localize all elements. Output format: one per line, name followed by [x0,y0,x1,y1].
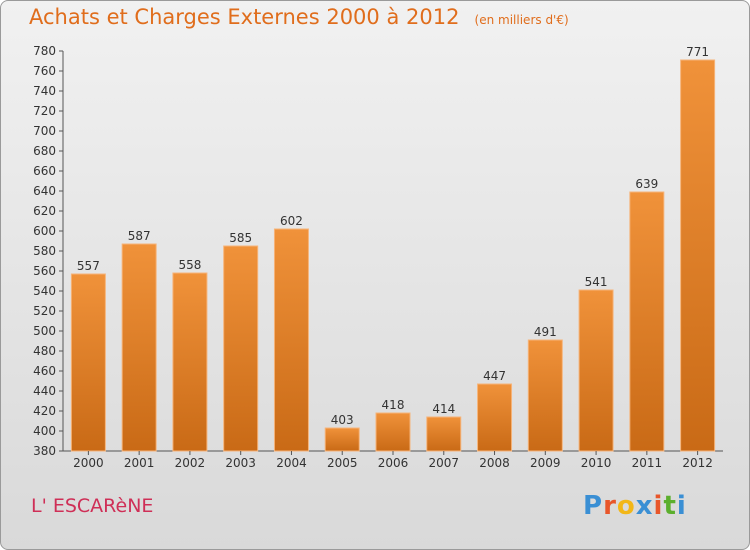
bar [680,59,716,452]
data-label: 557 [77,259,100,273]
title-row: Achats et Charges Externes 2000 à 2012 (… [29,5,569,29]
x-tick-label: 2004 [276,456,307,470]
y-tick-label: 700 [33,124,56,138]
bar [629,191,665,452]
data-label: 558 [178,258,201,272]
x-tick-label: 2009 [530,456,561,470]
bar [223,245,259,452]
bar [527,339,563,452]
x-tick-label: 2002 [175,456,206,470]
y-tick-label: 740 [33,84,56,98]
x-tick-label: 2001 [124,456,155,470]
x-tick-label: 2000 [73,456,104,470]
y-tick-label: 680 [33,144,56,158]
x-tick-label: 2011 [632,456,663,470]
bar [121,243,157,452]
data-label: 414 [432,402,455,416]
data-label: 418 [382,398,405,412]
y-tick-label: 760 [33,64,56,78]
y-tick-label: 480 [33,344,56,358]
data-label: 639 [635,177,658,191]
data-label: 447 [483,369,506,383]
data-label: 587 [128,229,151,243]
proxiti-logo[interactable]: Proxiti [583,491,687,521]
y-tick-label: 660 [33,164,56,178]
x-tick-label: 2012 [682,456,713,470]
logo-letter: r [603,491,617,521]
commune-name: L' ESCARèNE [31,495,154,517]
x-tick-label: 2003 [225,456,256,470]
y-tick-label: 780 [33,44,56,58]
logo-letter: i [676,491,687,521]
y-tick-label: 560 [33,264,56,278]
data-label: 491 [534,325,557,339]
bar [324,427,360,452]
logo-letter: t [663,491,677,521]
x-tick-label: 2005 [327,456,358,470]
x-tick-label: 2006 [378,456,409,470]
data-label: 585 [229,231,252,245]
data-label: 541 [585,275,608,289]
data-label: 771 [686,45,709,59]
y-tick-label: 580 [33,244,56,258]
bar [578,289,614,452]
y-tick-label: 460 [33,364,56,378]
y-tick-label: 400 [33,424,56,438]
x-tick-label: 2008 [479,456,510,470]
y-tick-label: 720 [33,104,56,118]
y-tick-label: 540 [33,284,56,298]
bar [477,383,513,452]
chart-subtitle: (en milliers d'€) [474,13,569,27]
logo-letter: P [583,491,604,521]
logo-letter: x [635,491,654,521]
bar [70,273,106,452]
bar [375,412,411,452]
y-tick-label: 500 [33,324,56,338]
y-tick-label: 620 [33,204,56,218]
bar [273,228,309,452]
logo-letter: o [616,491,636,521]
x-tick-label: 2007 [428,456,459,470]
y-tick-label: 440 [33,384,56,398]
data-label: 403 [331,413,354,427]
bar [426,416,462,452]
y-tick-label: 380 [33,444,56,458]
y-tick-label: 520 [33,304,56,318]
y-tick-label: 600 [33,224,56,238]
x-tick-label: 2010 [581,456,612,470]
bar [172,272,208,452]
y-tick-label: 640 [33,184,56,198]
y-tick-label: 420 [33,404,56,418]
logo-letter: i [653,491,664,521]
data-label: 602 [280,214,303,228]
chart-title: Achats et Charges Externes 2000 à 2012 [29,5,460,29]
